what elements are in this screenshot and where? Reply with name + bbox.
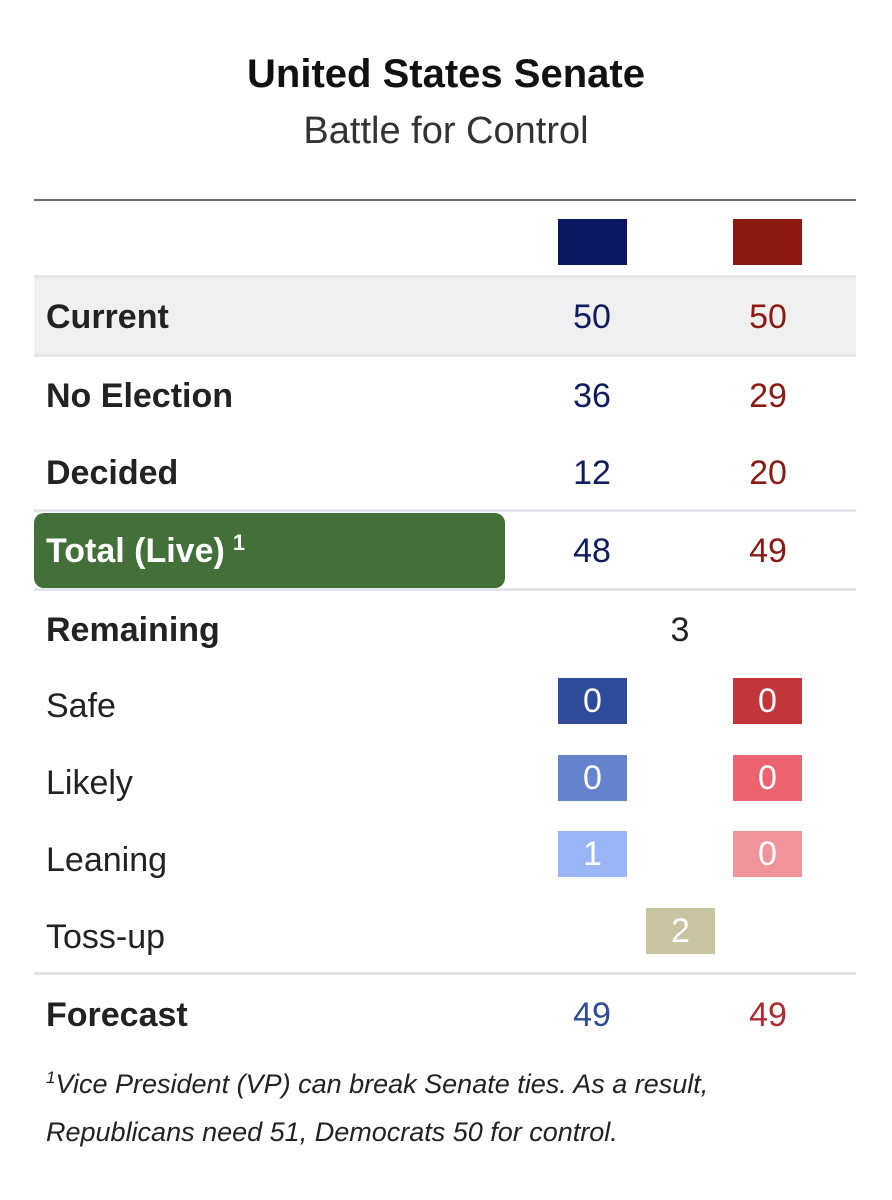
dem-party-swatch — [558, 219, 627, 265]
likely-dem-value: 0 — [558, 755, 627, 801]
divider — [34, 354, 856, 357]
tossup-label: Toss-up — [46, 918, 166, 956]
total-rep-value: 49 — [749, 532, 787, 570]
total-live-label: Total (Live) 1 — [46, 530, 246, 570]
footnote-line-1: 1Vice President (VP) can break Senate ti… — [46, 1068, 709, 1099]
decided-rep-value: 20 — [749, 454, 787, 492]
page-title: United States Senate — [247, 52, 645, 96]
divider — [34, 275, 856, 278]
total-dem-value: 48 — [573, 532, 611, 570]
current-dem-value: 50 — [573, 298, 611, 336]
leaning-dem-value: 1 — [558, 831, 627, 877]
likely-rep-value: 0 — [733, 755, 802, 801]
no-election-dem-value: 36 — [573, 377, 611, 415]
forecast-rep-value: 49 — [749, 996, 787, 1034]
current-label: Current — [46, 298, 169, 336]
divider — [34, 509, 856, 512]
decided-label: Decided — [46, 454, 179, 492]
remaining-value: 3 — [670, 611, 690, 649]
footnote-line-2: Republicans need 51, Democrats 50 for co… — [46, 1117, 618, 1147]
leaning-rep-value: 0 — [733, 831, 802, 877]
forecast-label: Forecast — [46, 996, 188, 1034]
current-row — [34, 278, 856, 354]
total-live-highlight — [34, 513, 505, 588]
no-election-label: No Election — [46, 377, 234, 415]
safe-dem-value: 0 — [558, 678, 627, 724]
forecast-dem-value: 49 — [573, 996, 611, 1034]
remaining-label: Remaining — [46, 611, 220, 649]
page-subtitle: Battle for Control — [303, 110, 589, 152]
safe-label: Safe — [46, 687, 116, 725]
decided-dem-value: 12 — [573, 454, 611, 492]
footnote: 1Vice President (VP) can break Senate ti… — [46, 1062, 846, 1154]
footnote-marker: 1 — [46, 1068, 56, 1087]
divider — [34, 972, 856, 975]
tossup-value: 2 — [646, 908, 715, 954]
top-divider — [34, 199, 856, 201]
rep-party-swatch — [733, 219, 802, 265]
leaning-label: Leaning — [46, 841, 168, 879]
no-election-rep-value: 29 — [749, 377, 787, 415]
likely-label: Likely — [46, 764, 133, 802]
current-rep-value: 50 — [749, 298, 787, 336]
divider — [34, 588, 856, 591]
footnote-ref: 1 — [232, 530, 246, 555]
safe-rep-value: 0 — [733, 678, 802, 724]
